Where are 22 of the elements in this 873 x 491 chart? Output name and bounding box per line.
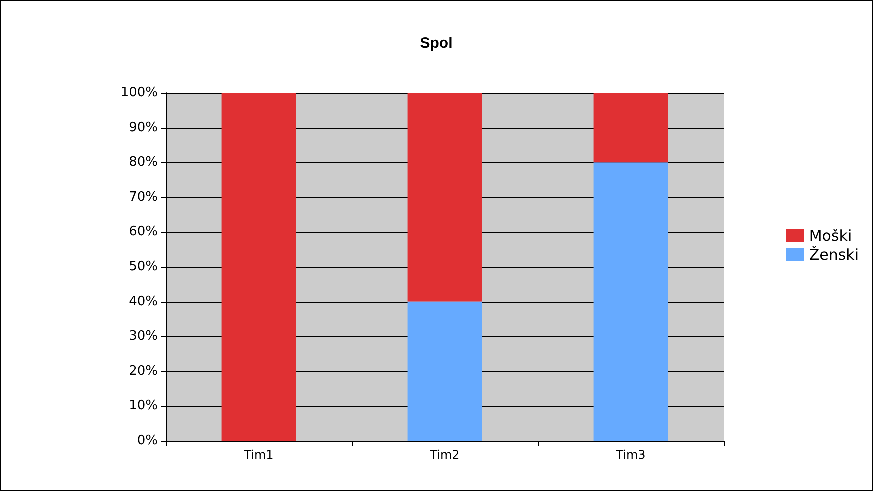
bar: [594, 93, 668, 163]
legend-label: Ženski: [809, 246, 860, 264]
y-tick-label: 50%: [129, 260, 158, 274]
x-tick-label: Tim2: [429, 448, 460, 462]
y-tick-label: 20%: [129, 364, 158, 379]
y-tick-label: 30%: [129, 329, 158, 344]
legend-label: Moški: [809, 227, 852, 245]
y-tick-label: 60%: [129, 224, 158, 240]
y-tick-label: 90%: [129, 120, 158, 136]
y-tick-label: 0%: [137, 434, 158, 448]
x-tick-label: Tim1: [243, 448, 274, 462]
bar: [222, 93, 296, 441]
chart-title: Spol: [420, 35, 453, 52]
y-tick-label: 40%: [129, 294, 158, 310]
y-tick-label: 70%: [129, 190, 158, 205]
y-tick-label: 10%: [129, 398, 158, 414]
bar: [594, 162, 668, 441]
y-tick-label: 100%: [120, 86, 158, 100]
y-tick-label: 80%: [129, 155, 158, 170]
bar: [408, 302, 482, 441]
x-tick-label: Tim3: [615, 448, 646, 462]
bar: [408, 93, 482, 302]
